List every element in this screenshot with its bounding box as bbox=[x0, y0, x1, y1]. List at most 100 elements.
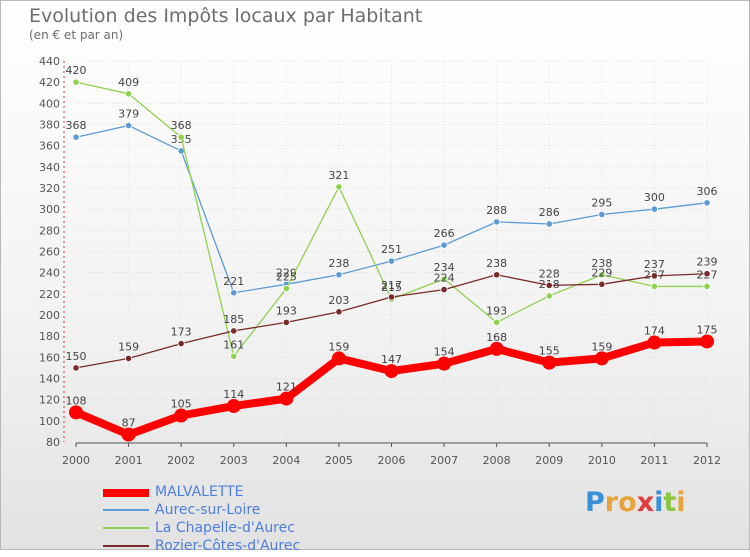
data-label: 234 bbox=[434, 261, 455, 274]
data-point bbox=[387, 293, 396, 301]
logo-letter: i bbox=[654, 487, 664, 518]
data-label: 286 bbox=[539, 206, 560, 219]
x-tick-label: 2003 bbox=[220, 454, 248, 467]
y-tick-label: 360 bbox=[39, 140, 60, 153]
data-label: 193 bbox=[486, 304, 507, 317]
data-point bbox=[72, 133, 80, 141]
data-label: 229 bbox=[591, 266, 612, 279]
data-point bbox=[700, 334, 714, 349]
data-point bbox=[594, 351, 609, 366]
data-label: 266 bbox=[434, 227, 455, 240]
data-point bbox=[647, 335, 662, 350]
data-point bbox=[279, 391, 294, 406]
legend-label: Rozier-Côtes-d'Aurec bbox=[155, 538, 301, 554]
y-tick-label: 180 bbox=[39, 330, 60, 343]
data-point bbox=[282, 284, 290, 293]
data-label: 161 bbox=[223, 338, 244, 351]
x-tick-label: 2011 bbox=[640, 454, 668, 467]
y-tick-label: 160 bbox=[39, 351, 60, 364]
data-point bbox=[121, 427, 136, 442]
data-point bbox=[124, 354, 133, 362]
data-point bbox=[72, 78, 80, 86]
data-label: 368 bbox=[171, 119, 192, 132]
data-point bbox=[230, 289, 238, 297]
data-point bbox=[545, 220, 553, 228]
data-label: 295 bbox=[591, 196, 612, 209]
data-label: 159 bbox=[328, 340, 349, 353]
data-point bbox=[493, 318, 501, 327]
y-tick-label: 400 bbox=[39, 97, 60, 110]
data-point bbox=[335, 183, 343, 191]
data-label: 321 bbox=[328, 169, 349, 182]
logo-letter: x bbox=[636, 487, 655, 518]
data-label: 87 bbox=[122, 417, 136, 430]
y-tick-label: 300 bbox=[39, 203, 60, 216]
data-point bbox=[230, 352, 238, 360]
x-tick-label: 2001 bbox=[115, 454, 143, 467]
y-tick-label: 240 bbox=[39, 267, 60, 280]
data-point bbox=[335, 271, 343, 279]
data-label: 409 bbox=[118, 76, 139, 89]
y-tick-label: 220 bbox=[39, 288, 60, 301]
legend-swatch bbox=[103, 527, 149, 529]
data-point bbox=[124, 121, 133, 130]
data-label: 225 bbox=[276, 271, 297, 284]
data-label: 193 bbox=[276, 304, 297, 317]
data-point bbox=[124, 90, 133, 98]
data-point bbox=[177, 339, 185, 348]
data-label: 174 bbox=[644, 325, 665, 338]
y-tick-label: 140 bbox=[39, 373, 60, 386]
data-label: 155 bbox=[539, 345, 560, 358]
data-label: 215 bbox=[381, 281, 402, 294]
data-point bbox=[174, 408, 189, 423]
data-point bbox=[703, 282, 711, 291]
data-point bbox=[493, 271, 501, 279]
y-tick-label: 380 bbox=[39, 119, 60, 132]
data-point bbox=[545, 292, 553, 300]
y-tick-label: 260 bbox=[39, 246, 60, 259]
x-tick-label: 2002 bbox=[167, 454, 195, 467]
data-label: 229 bbox=[276, 266, 297, 279]
data-label: 203 bbox=[328, 294, 349, 307]
data-point bbox=[650, 282, 659, 291]
data-point bbox=[335, 308, 343, 316]
data-label: 108 bbox=[66, 394, 87, 407]
data-label: 420 bbox=[66, 64, 87, 77]
legend-swatch bbox=[103, 489, 149, 497]
data-point bbox=[72, 364, 80, 372]
logo-letter: r bbox=[604, 487, 619, 518]
x-tick-label: 2005 bbox=[325, 454, 353, 467]
data-point bbox=[230, 327, 238, 335]
data-label: 217 bbox=[381, 279, 402, 292]
x-tick-label: 2006 bbox=[378, 454, 406, 467]
data-label: 147 bbox=[381, 353, 402, 366]
data-point bbox=[703, 270, 711, 278]
data-point bbox=[545, 281, 553, 289]
x-tick-label: 2009 bbox=[535, 454, 563, 467]
logo-letter: t bbox=[663, 487, 677, 518]
data-label: 168 bbox=[486, 331, 507, 344]
data-point bbox=[440, 241, 448, 249]
data-label: 379 bbox=[118, 108, 139, 121]
data-point bbox=[440, 285, 448, 294]
data-label: 238 bbox=[486, 257, 507, 270]
data-point bbox=[703, 199, 711, 207]
data-point bbox=[387, 257, 396, 265]
x-tick-label: 2010 bbox=[588, 454, 616, 467]
data-label: 228 bbox=[539, 267, 560, 280]
x-tick-label: 2007 bbox=[430, 454, 458, 467]
data-label: 121 bbox=[276, 381, 297, 394]
data-point bbox=[489, 341, 504, 356]
data-label: 173 bbox=[171, 326, 192, 339]
data-point bbox=[493, 218, 501, 226]
y-tick-label: 320 bbox=[39, 182, 60, 195]
data-label: 306 bbox=[697, 185, 718, 198]
x-tick-label: 2008 bbox=[483, 454, 511, 467]
data-label: 221 bbox=[223, 275, 244, 288]
data-point bbox=[598, 280, 606, 288]
data-label: 288 bbox=[486, 204, 507, 217]
data-point bbox=[69, 405, 83, 420]
logo-letter: i bbox=[676, 487, 686, 518]
